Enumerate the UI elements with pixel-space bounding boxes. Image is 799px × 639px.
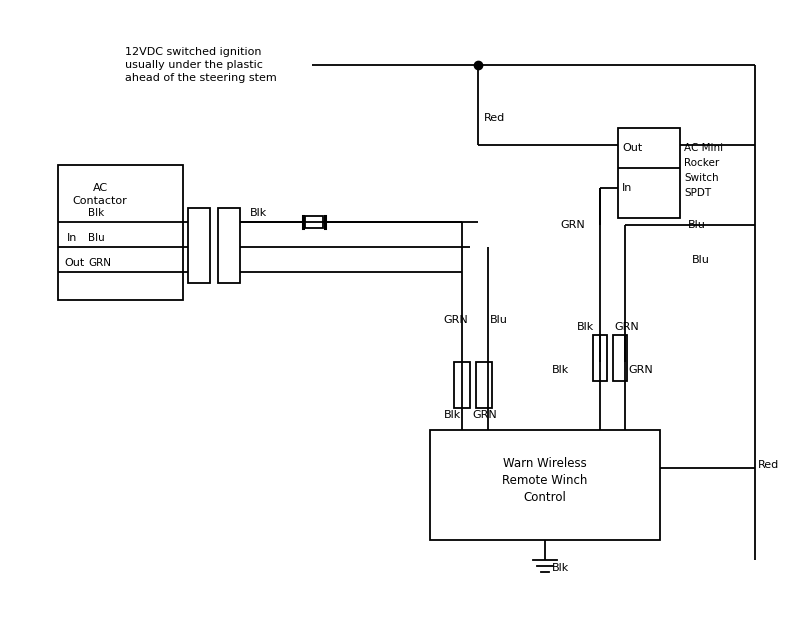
Bar [476,362,492,408]
Text: Blu: Blu [688,220,706,230]
Text: ahead of the steering stem: ahead of the steering stem [125,73,276,83]
Text: Control: Control [523,491,566,504]
Text: Blk: Blk [250,208,267,218]
Bar [454,362,470,408]
Bar [188,208,210,283]
Text: GRN: GRN [614,322,638,332]
Text: Contactor: Contactor [73,196,127,206]
Text: In: In [67,233,78,243]
Text: Switch: Switch [684,173,718,183]
Text: GRN: GRN [443,315,467,325]
Text: Blk: Blk [552,563,569,573]
Text: GRN: GRN [472,410,497,420]
Text: AC Mini: AC Mini [684,143,723,153]
Text: Blk: Blk [577,322,594,332]
Text: Out: Out [622,143,642,153]
Text: SPDT: SPDT [684,188,711,198]
Text: Blu: Blu [88,233,105,243]
Bar [618,128,680,218]
Text: Blk: Blk [88,208,104,218]
Text: Blk: Blk [444,410,461,420]
Bar [430,430,660,540]
Text: Blk: Blk [552,365,569,375]
Text: GRN: GRN [88,258,111,268]
Bar [58,165,183,300]
Text: GRN: GRN [628,365,653,375]
Text: GRN: GRN [560,220,585,230]
Text: Out: Out [64,258,84,268]
Bar [613,335,627,381]
Text: In: In [622,183,632,193]
Text: AC: AC [93,183,108,193]
Bar [218,208,240,283]
Bar [593,335,607,381]
Text: Red: Red [758,460,779,470]
Bar [305,216,323,228]
Text: Remote Winch: Remote Winch [503,473,588,486]
Text: 12VDC switched ignition: 12VDC switched ignition [125,47,261,57]
Text: usually under the plastic: usually under the plastic [125,60,263,70]
Text: Red: Red [484,113,505,123]
Text: Warn Wireless: Warn Wireless [503,456,587,470]
Text: Rocker: Rocker [684,158,719,168]
Text: Blu: Blu [490,315,508,325]
Text: Blu: Blu [692,255,710,265]
